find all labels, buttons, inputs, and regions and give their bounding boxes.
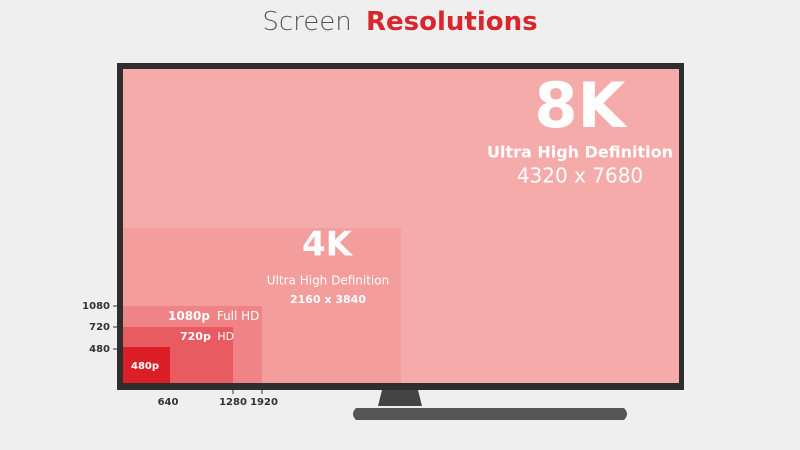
tv-base (353, 408, 627, 420)
tier-subtitle: HD (217, 330, 234, 343)
tier-name: 720p (180, 330, 211, 343)
tier-subtitle: Ultra High Definition (267, 274, 389, 288)
tier-subtitle: Ultra High Definition (487, 143, 673, 162)
height-label: 720 (89, 322, 110, 333)
tier-dimensions: 4320 x 7680 (517, 164, 643, 188)
tv-neck (378, 390, 422, 406)
height-label: 480 (89, 344, 110, 355)
title: Screen Resolutions (262, 7, 537, 37)
tier-name: 480p (131, 361, 159, 372)
title-prefix: Screen (262, 7, 351, 37)
width-label: 1280 (219, 397, 247, 408)
tier-label: 1080p Full HD (168, 309, 259, 323)
title-highlight: Resolutions (366, 7, 538, 37)
tier-name: 1080p (168, 309, 210, 323)
tier-name: 4K (302, 225, 354, 265)
height-label: 1080 (82, 301, 110, 312)
tier-dimensions: 2160 x 3840 (290, 293, 366, 306)
width-label: 640 (158, 397, 179, 408)
axis: 1080 720 480 640 1280 1920 (82, 301, 278, 408)
screen-480p (123, 347, 170, 383)
tier-label: 720p HD (180, 330, 234, 343)
tier-name: 8K (534, 69, 627, 142)
tier-subtitle: Full HD (217, 309, 260, 323)
width-label: 1920 (250, 397, 278, 408)
